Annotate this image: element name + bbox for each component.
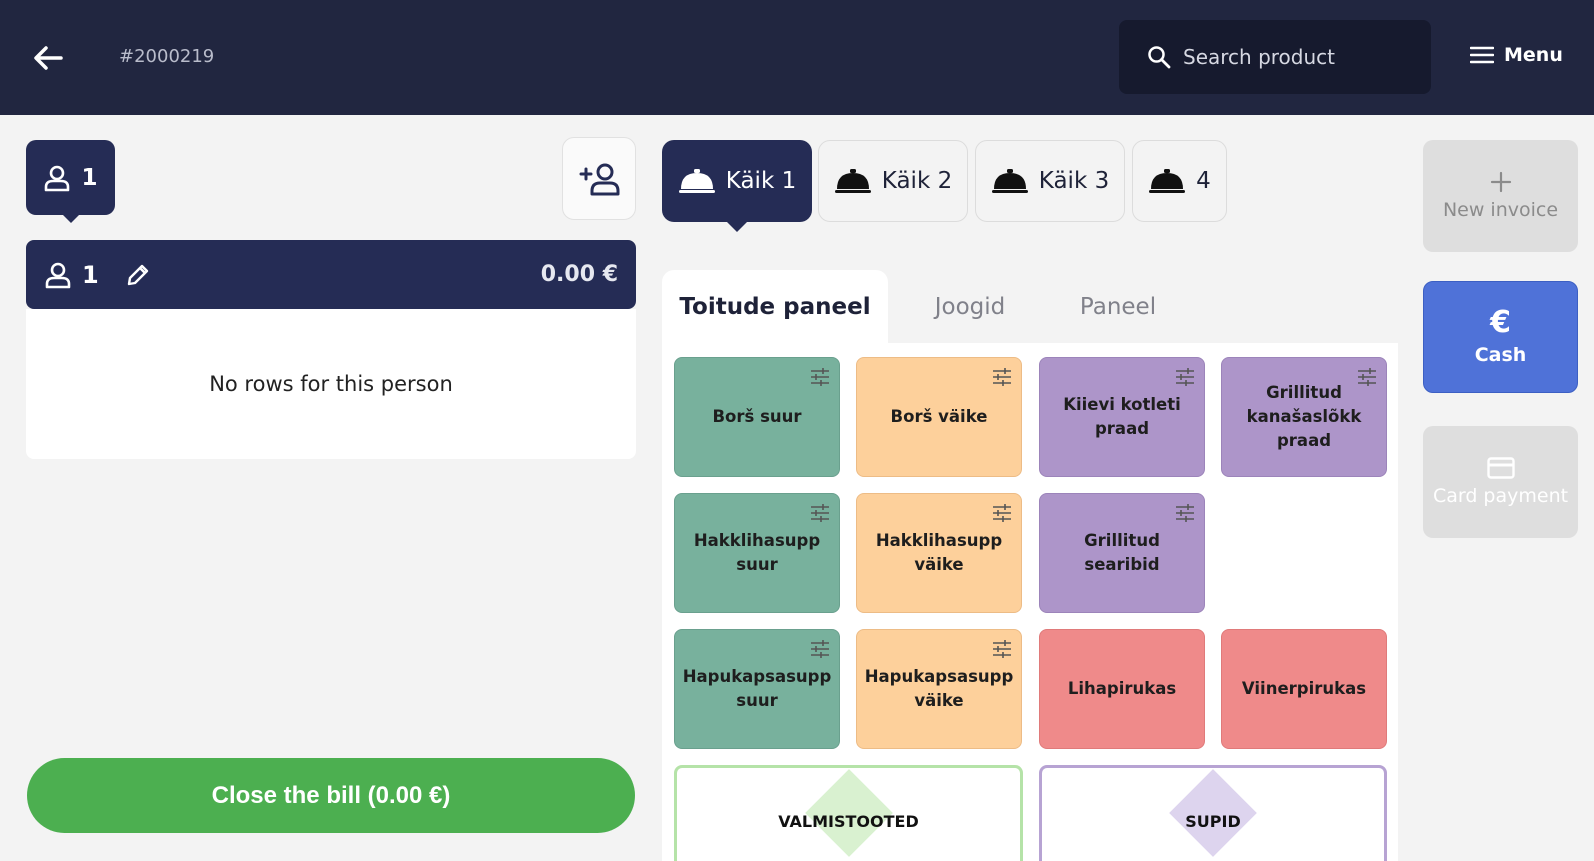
- new-invoice-label: New invoice: [1442, 199, 1559, 221]
- new-invoice-button[interactable]: New invoice: [1423, 140, 1578, 252]
- course-label: Käik 1: [725, 168, 797, 194]
- person-icon: [45, 165, 70, 191]
- product-label: Hapukapsasupp väike: [864, 667, 1014, 710]
- top-bar: #2000219 Search product Menu: [0, 0, 1594, 115]
- product-tile[interactable]: Hapukapsasupp suur: [674, 629, 840, 749]
- plus-icon: [1490, 171, 1511, 193]
- product-panel: Borš suur Borš väike Kiievi kotleti praa…: [662, 343, 1398, 861]
- hamburger-icon: [1470, 46, 1494, 64]
- sliders-icon[interactable]: [1175, 368, 1195, 386]
- person-total: 0.00 €: [540, 262, 618, 287]
- search-icon: [1148, 46, 1171, 69]
- back-button[interactable]: [30, 40, 66, 76]
- product-tile[interactable]: Hakklihasupp suur: [674, 493, 840, 613]
- category-supid[interactable]: SUPID: [1039, 765, 1387, 861]
- product-tile[interactable]: Grillitud kanašaslõkk praad: [1221, 357, 1387, 477]
- product-tile[interactable]: Viinerpirukas: [1221, 629, 1387, 749]
- search-input[interactable]: Search product: [1119, 20, 1431, 94]
- product-label: Kiievi kotleti praad: [1063, 395, 1181, 438]
- person-header[interactable]: 1 0.00 €: [26, 240, 636, 309]
- sliders-icon[interactable]: [810, 640, 830, 658]
- sliders-icon[interactable]: [810, 504, 830, 522]
- product-label: Lihapirukas: [1067, 679, 1177, 698]
- category-valmistooted[interactable]: VALMISTOOTED: [674, 765, 1023, 861]
- product-label: Grillitud kanašaslõkk praad: [1246, 383, 1362, 450]
- product-label: Viinerpirukas: [1241, 679, 1367, 698]
- empty-rows-text: No rows for this person: [209, 372, 453, 396]
- card-payment-button[interactable]: Card payment: [1423, 426, 1578, 538]
- cloche-icon: [678, 169, 715, 193]
- course-label: 4: [1196, 168, 1211, 194]
- product-tile[interactable]: Hapukapsasupp väike: [856, 629, 1022, 749]
- product-tile[interactable]: Kiievi kotleti praad: [1039, 357, 1205, 477]
- euro-icon: €: [1490, 305, 1511, 340]
- add-person-button[interactable]: [562, 137, 636, 220]
- person-icon: [45, 262, 71, 288]
- product-label: Hakklihasupp väike: [875, 531, 1003, 574]
- sliders-icon[interactable]: [992, 504, 1012, 522]
- product-label: Borš suur: [712, 407, 802, 426]
- cash-label: Cash: [1474, 344, 1527, 366]
- sliders-icon[interactable]: [992, 368, 1012, 386]
- menu-button[interactable]: Menu: [1470, 44, 1563, 66]
- cloche-icon: [1149, 169, 1186, 193]
- product-tile[interactable]: Borš suur: [674, 357, 840, 477]
- product-label: Hakklihasupp suur: [693, 531, 821, 574]
- person-tab[interactable]: 1: [26, 140, 115, 223]
- product-label: Hapukapsasupp suur: [682, 667, 832, 710]
- sliders-icon[interactable]: [992, 640, 1012, 658]
- arrow-left-icon: [34, 46, 63, 70]
- sliders-icon[interactable]: [810, 368, 830, 386]
- search-placeholder: Search product: [1183, 45, 1335, 69]
- product-tile[interactable]: Grillitud searibid: [1039, 493, 1205, 613]
- person-rows: No rows for this person: [26, 309, 636, 459]
- category-label: VALMISTOOTED: [778, 812, 919, 831]
- sliders-icon[interactable]: [1175, 504, 1195, 522]
- tab-joogid[interactable]: Joogid: [934, 293, 1006, 320]
- cloche-icon: [834, 169, 871, 193]
- person-tab-count: 1: [81, 164, 98, 191]
- menu-label: Menu: [1504, 44, 1563, 66]
- course-tab-2[interactable]: Käik 2: [818, 140, 968, 222]
- course-label: Käik 3: [1038, 168, 1110, 194]
- course-tab-4[interactable]: 4: [1132, 140, 1227, 222]
- tab-toitude-paneel[interactable]: Toitude paneel: [662, 270, 888, 343]
- product-label: Borš väike: [890, 407, 988, 426]
- pencil-icon[interactable]: [125, 262, 151, 288]
- close-bill-button[interactable]: Close the bill (0.00 €): [27, 758, 635, 833]
- credit-card-icon: [1486, 457, 1515, 479]
- panel-tabs: Toitude paneel Joogid Paneel: [662, 270, 1398, 343]
- person-number: 1: [82, 260, 99, 289]
- tab-paneel[interactable]: Paneel: [1079, 293, 1157, 320]
- add-person-icon: [579, 163, 620, 195]
- cash-button[interactable]: € Cash: [1423, 281, 1578, 393]
- product-tile[interactable]: Borš väike: [856, 357, 1022, 477]
- course-tab-3[interactable]: Käik 3: [975, 140, 1125, 222]
- sliders-icon[interactable]: [1357, 368, 1377, 386]
- order-number: #2000219: [119, 46, 215, 67]
- product-label: Grillitud searibid: [1084, 531, 1160, 574]
- course-label: Käik 2: [881, 168, 953, 194]
- product-tile[interactable]: Hakklihasupp väike: [856, 493, 1022, 613]
- cloche-icon: [991, 169, 1028, 193]
- category-label: SUPID: [1185, 812, 1241, 831]
- product-tile[interactable]: Lihapirukas: [1039, 629, 1205, 749]
- card-payment-label: Card payment: [1432, 485, 1569, 507]
- course-tab-1[interactable]: Käik 1: [662, 140, 812, 232]
